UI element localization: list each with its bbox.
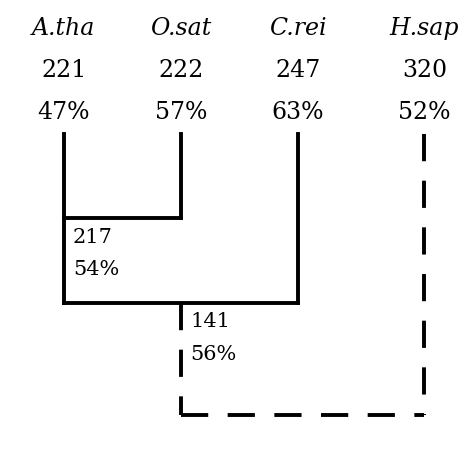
Text: 247: 247 bbox=[275, 59, 320, 82]
Text: 57%: 57% bbox=[155, 101, 207, 124]
Text: H.sap: H.sap bbox=[390, 17, 459, 40]
Text: 52%: 52% bbox=[398, 101, 451, 124]
Text: A.tha: A.tha bbox=[32, 17, 95, 40]
Text: 217: 217 bbox=[73, 228, 113, 246]
Text: C.rei: C.rei bbox=[269, 17, 327, 40]
Text: 141: 141 bbox=[190, 312, 230, 331]
Text: 221: 221 bbox=[41, 59, 86, 82]
Text: 320: 320 bbox=[402, 59, 447, 82]
Text: 56%: 56% bbox=[190, 345, 237, 364]
Text: O.sat: O.sat bbox=[150, 17, 211, 40]
Text: 47%: 47% bbox=[37, 101, 90, 124]
Text: 63%: 63% bbox=[272, 101, 324, 124]
Text: 54%: 54% bbox=[73, 260, 119, 279]
Text: 222: 222 bbox=[158, 59, 203, 82]
